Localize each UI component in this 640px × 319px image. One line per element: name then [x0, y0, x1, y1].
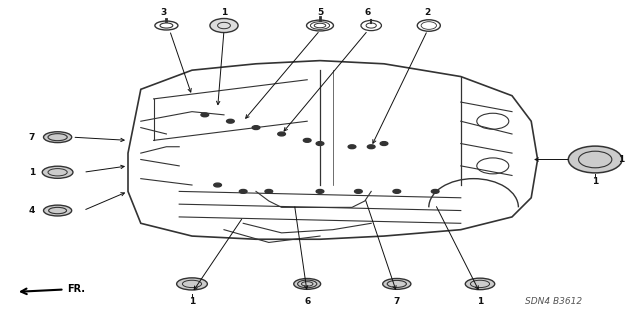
Circle shape	[355, 189, 362, 193]
Circle shape	[210, 19, 238, 33]
Circle shape	[214, 183, 221, 187]
Circle shape	[278, 132, 285, 136]
Circle shape	[303, 138, 311, 142]
Text: 1: 1	[618, 155, 624, 164]
Circle shape	[393, 189, 401, 193]
Ellipse shape	[42, 166, 73, 178]
Text: 4: 4	[29, 206, 35, 215]
Circle shape	[316, 189, 324, 193]
Text: 1: 1	[477, 297, 483, 306]
Circle shape	[252, 126, 260, 130]
Text: 6: 6	[365, 8, 371, 17]
Ellipse shape	[177, 278, 207, 290]
Text: FR.: FR.	[21, 284, 85, 294]
Ellipse shape	[44, 132, 72, 143]
Circle shape	[380, 142, 388, 145]
Text: 7: 7	[394, 297, 400, 306]
Ellipse shape	[44, 205, 72, 216]
Circle shape	[367, 145, 375, 149]
Circle shape	[348, 145, 356, 149]
Circle shape	[201, 113, 209, 117]
Text: 1: 1	[189, 297, 195, 306]
Text: 1: 1	[592, 177, 598, 186]
Circle shape	[239, 189, 247, 193]
Circle shape	[227, 119, 234, 123]
Ellipse shape	[294, 278, 321, 289]
Circle shape	[265, 189, 273, 193]
Text: SDN4 B3612: SDN4 B3612	[525, 297, 582, 306]
Circle shape	[316, 142, 324, 145]
Text: 2: 2	[424, 8, 431, 17]
Ellipse shape	[465, 278, 495, 290]
Text: 5: 5	[317, 8, 323, 17]
Circle shape	[568, 146, 622, 173]
Ellipse shape	[383, 278, 411, 289]
Text: 6: 6	[304, 297, 310, 306]
Text: 1: 1	[221, 8, 227, 17]
Text: 3: 3	[160, 8, 166, 17]
Circle shape	[431, 189, 439, 193]
Text: 7: 7	[29, 133, 35, 142]
Text: 1: 1	[29, 168, 35, 177]
